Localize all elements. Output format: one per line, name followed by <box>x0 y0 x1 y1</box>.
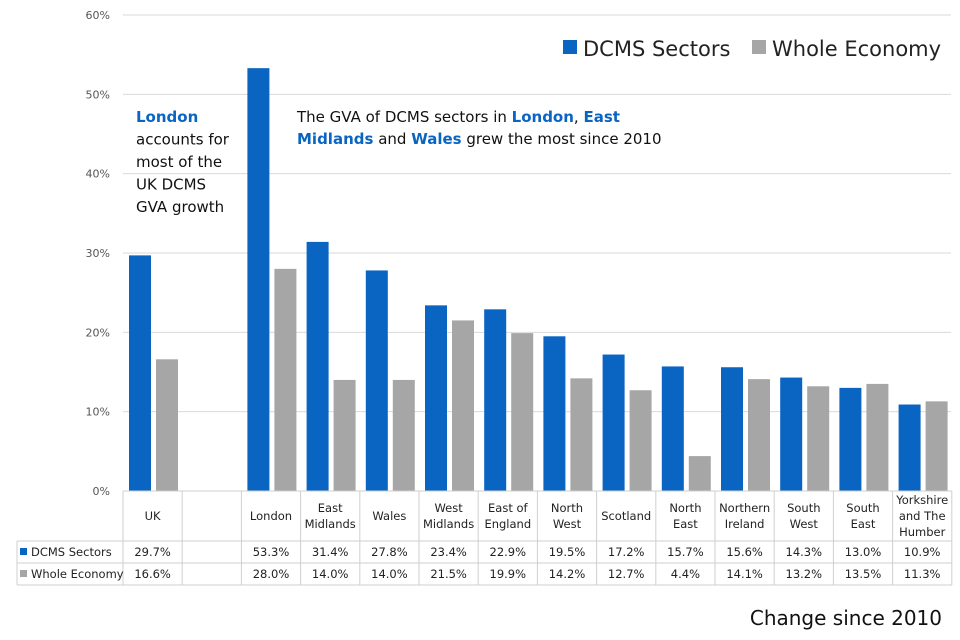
legend-entry: Whole Economy <box>772 37 941 61</box>
data-label: 13.5% <box>845 567 882 581</box>
data-label: 31.4% <box>312 545 349 559</box>
data-label: 16.6% <box>134 567 171 581</box>
annotation-left: UK DCMS <box>136 176 206 194</box>
data-label: 29.7% <box>134 545 171 559</box>
bar-whole-economy <box>925 401 948 491</box>
bar-dcms <box>306 241 329 491</box>
bar-dcms <box>543 336 566 491</box>
series-swatch <box>20 548 27 555</box>
data-label: 13.2% <box>786 567 823 581</box>
series-row-label: DCMS Sectors <box>31 545 112 559</box>
annotation-left: most of the <box>136 153 222 171</box>
data-label: 13.0% <box>845 545 882 559</box>
category-label: Midlands <box>423 517 474 531</box>
category-label: North <box>669 501 701 515</box>
data-label: 14.3% <box>786 545 823 559</box>
bar-whole-economy <box>570 378 593 491</box>
bar-dcms <box>898 404 921 491</box>
category-label: East <box>318 501 343 515</box>
bar-dcms <box>484 309 507 491</box>
category-label: Ireland <box>725 517 765 531</box>
category-label: West <box>434 501 463 515</box>
y-tick-label: 10% <box>86 406 110 419</box>
legend-swatch <box>563 40 577 54</box>
data-label: 19.5% <box>549 545 586 559</box>
category-label: East of <box>488 501 529 515</box>
bar-whole-economy <box>866 383 889 491</box>
bar-whole-economy <box>452 320 474 491</box>
bar-dcms <box>721 367 743 491</box>
x-axis-label: Change since 2010 <box>750 606 942 630</box>
y-tick-label: 50% <box>86 88 110 101</box>
category-label: UK <box>145 509 161 523</box>
bar-whole-economy <box>688 456 711 491</box>
bar-whole-economy <box>629 390 652 491</box>
data-label: 14.1% <box>726 567 763 581</box>
category-label: London <box>250 509 292 523</box>
category-label: Humber <box>899 525 946 539</box>
data-label: 15.7% <box>667 545 704 559</box>
data-label: 15.6% <box>726 545 763 559</box>
y-tick-label: 60% <box>86 9 110 22</box>
data-label: 14.0% <box>312 567 349 581</box>
annotation-right: The GVA of DCMS sectors in London, East <box>296 108 620 126</box>
data-label: 10.9% <box>904 545 941 559</box>
data-label: 12.7% <box>608 567 645 581</box>
data-label: 22.9% <box>490 545 527 559</box>
data-label: 14.0% <box>371 567 408 581</box>
category-label: and The <box>899 509 946 523</box>
data-label: 4.4% <box>671 567 700 581</box>
bar-dcms <box>661 366 684 491</box>
category-label: Scotland <box>601 509 651 523</box>
bar-whole-economy <box>748 379 770 491</box>
series-swatch <box>20 570 27 577</box>
category-label: East <box>673 517 698 531</box>
bar-dcms <box>365 270 388 491</box>
data-label: 53.3% <box>253 545 290 559</box>
data-label: 17.2% <box>608 545 645 559</box>
data-label: 11.3% <box>904 567 941 581</box>
data-label: 14.2% <box>549 567 586 581</box>
bar-whole-economy <box>392 379 415 491</box>
data-label: 27.8% <box>371 545 408 559</box>
category-label: Wales <box>372 509 406 523</box>
annotation-left: GVA growth <box>136 198 224 216</box>
data-label: 23.4% <box>430 545 467 559</box>
annotation-left: accounts for <box>136 131 230 149</box>
category-label: England <box>484 517 531 531</box>
legend-entry: DCMS Sectors <box>583 37 730 61</box>
category-label: East <box>851 517 876 531</box>
data-label: 21.5% <box>430 567 467 581</box>
bar-whole-economy <box>333 379 356 491</box>
bar-dcms <box>425 305 447 491</box>
y-tick-label: 30% <box>86 247 110 260</box>
annotation-right: Midlands and Wales grew the most since 2… <box>297 130 662 148</box>
category-label: South <box>846 501 879 515</box>
category-label: South <box>787 501 820 515</box>
category-label: Midlands <box>305 517 356 531</box>
category-label: Yorkshire <box>895 493 948 507</box>
series-row-label: Whole Economy <box>31 567 124 581</box>
bar-whole-economy <box>511 333 534 491</box>
data-label: 28.0% <box>253 567 290 581</box>
bar-dcms <box>602 354 625 491</box>
bar-whole-economy <box>274 268 297 491</box>
y-tick-label: 40% <box>86 168 110 181</box>
y-tick-label: 0% <box>93 485 110 498</box>
y-tick-label: 20% <box>86 326 110 339</box>
data-label: 19.9% <box>490 567 527 581</box>
category-label: Northern <box>719 501 770 515</box>
category-label: West <box>553 517 582 531</box>
category-label: North <box>551 501 583 515</box>
bar-whole-economy <box>156 359 178 491</box>
annotation-left: London <box>136 108 198 126</box>
bar-whole-economy <box>807 386 830 491</box>
bar-dcms <box>247 68 270 492</box>
category-label: West <box>790 517 819 531</box>
bar-dcms <box>780 377 803 491</box>
legend-swatch <box>752 40 766 54</box>
bar-dcms <box>839 387 862 491</box>
bar-dcms <box>129 255 151 491</box>
